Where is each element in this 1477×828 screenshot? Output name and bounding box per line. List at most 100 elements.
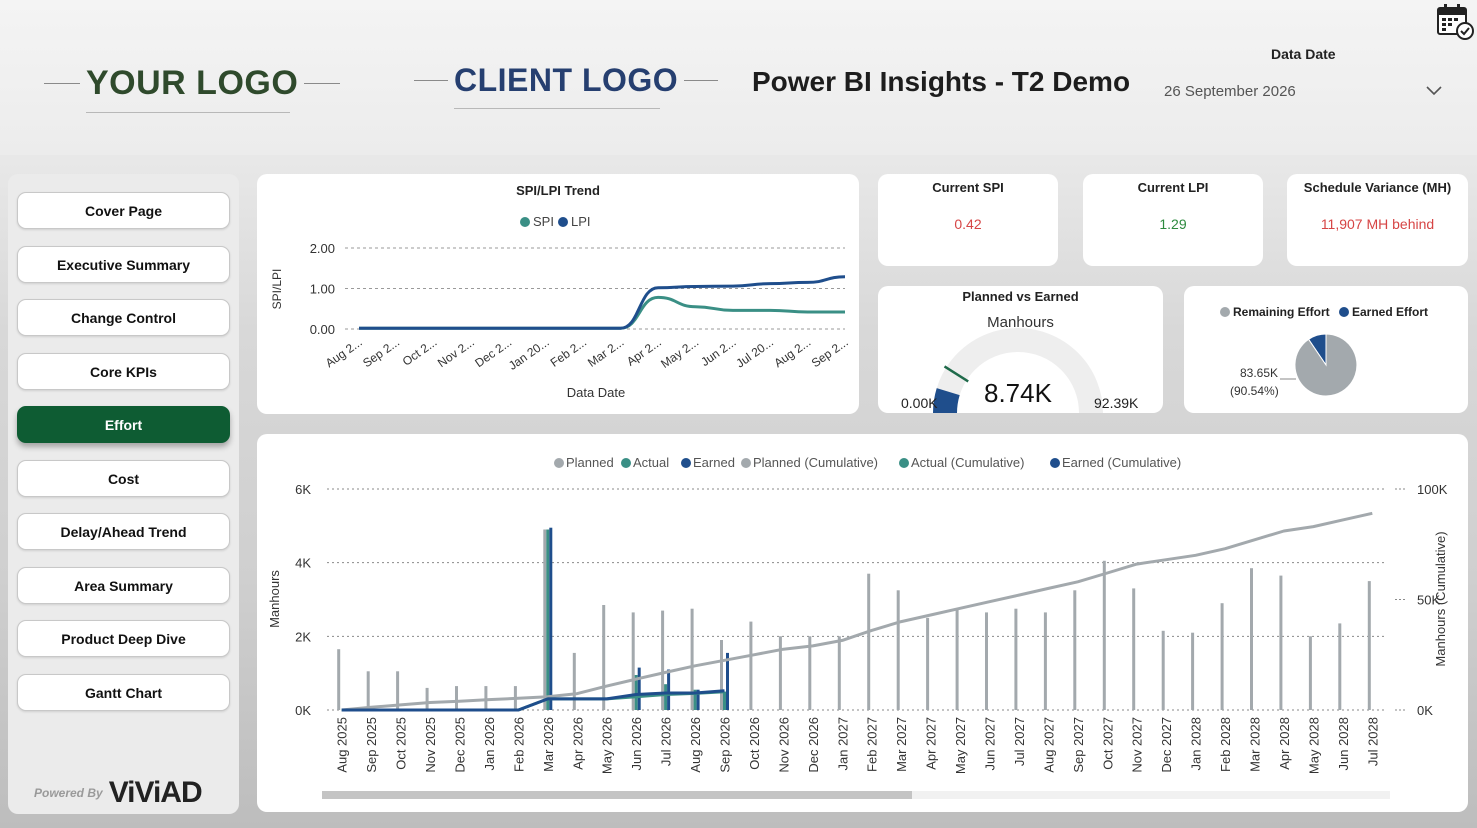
mh-x-tick: Sep 2027: [1071, 717, 1086, 773]
bar-earned-10: [637, 667, 641, 710]
bar-planned-3: [425, 687, 429, 710]
mh-x-tick: Dec 2026: [806, 717, 821, 773]
mh-x-tick: Jul 2027: [1012, 717, 1027, 766]
mh-y-axis-label: Manhours: [267, 570, 282, 628]
mh-y2-tick: 0K: [1417, 703, 1433, 718]
chevron-down-icon[interactable]: [1424, 80, 1444, 100]
bar-planned-20: [926, 617, 930, 710]
data-date-dropdown[interactable]: 26 September 2026: [1164, 83, 1296, 100]
mh-x-tick: Jan 2026: [482, 717, 497, 771]
bar-planned-23: [1014, 608, 1018, 710]
cumulative-line-planned-cumulative: [341, 511, 1373, 712]
mh-x-tick: Feb 2027: [865, 717, 880, 772]
scrollbar-thumb[interactable]: [322, 791, 912, 799]
mh-y-tick: 0K: [295, 703, 311, 718]
spi-lpi-trend-chart: SPI/LPI Trend SPI LPI 0.00 1.00 2.00 SPI/LPI Au…: [270, 183, 851, 400]
trend-x-tick: Jun 2...: [698, 335, 738, 369]
current-lpi-value: 1.29: [1159, 216, 1187, 232]
cumulative-line-earned-cumulative: [341, 689, 725, 712]
sidebar-item-delay-ahead-trend[interactable]: Delay/Ahead Trend: [17, 513, 230, 550]
bar-planned-7: [543, 529, 547, 710]
legend-dot-spi: [520, 217, 530, 227]
bar-actual-7: [546, 529, 550, 710]
mh-x-tick: May 2028: [1306, 717, 1321, 774]
bar-planned-26: [1102, 560, 1106, 710]
mh-y-tick: 6K: [295, 482, 311, 497]
trend-x-tick: May 2...: [658, 335, 701, 371]
sidebar-item-effort[interactable]: Effort: [17, 406, 230, 443]
mh-x-tick: Mar 2028: [1248, 717, 1263, 772]
legend-actual: Actual: [633, 455, 669, 470]
effort-pie-chart: Remaining Effort Earned Effort 83.65K (9…: [1220, 305, 1428, 398]
bar-planned-16: [808, 636, 812, 710]
bar-planned-9: [602, 605, 606, 710]
sidebar-item-cost[interactable]: Cost: [17, 460, 230, 497]
current-spi-card: Current SPI 0.42: [878, 174, 1058, 266]
sidebar-item-gantt-chart[interactable]: Gantt Chart: [17, 674, 230, 711]
bar-planned-2: [396, 671, 400, 710]
bar-actual-11: [664, 684, 668, 710]
sidebar-item-cover-page[interactable]: Cover Page: [17, 192, 230, 229]
sidebar-item-change-control[interactable]: Change Control: [17, 299, 230, 336]
pie-label-pct: (90.54%): [1230, 384, 1279, 398]
bar-planned-15: [778, 636, 782, 710]
bar-planned-13: [720, 640, 723, 710]
calendar-check-icon[interactable]: [1436, 2, 1476, 40]
bar-planned-8: [572, 652, 576, 710]
legend-dot-2: [681, 458, 691, 468]
bar-actual-12: [693, 689, 697, 710]
trend-x-tick: Oct 2...: [400, 335, 440, 369]
trend-x-tick: Jan 20...: [506, 335, 552, 373]
legend-dot-lpi: [558, 217, 568, 227]
mh-y2-tick: 100K: [1417, 482, 1448, 497]
mh-x-tick: May 2026: [600, 717, 615, 774]
trend-title: SPI/LPI Trend: [516, 183, 600, 198]
sidebar-item-product-deep-dive[interactable]: Product Deep Dive: [17, 620, 230, 657]
bar-planned-28: [1161, 630, 1165, 710]
mh-x-tick: Aug 2026: [688, 717, 703, 773]
bar-planned-21: [955, 608, 959, 710]
legend-lpi: LPI: [571, 214, 591, 229]
trend-y-tick: 0.00: [310, 322, 335, 337]
data-date-label: Data Date: [1271, 46, 1336, 62]
mh-y2-tick: 50K: [1417, 593, 1440, 608]
bar-planned-4: [455, 686, 458, 710]
schedule-variance-card: Schedule Variance (MH) 11,907 MH behind: [1287, 174, 1468, 266]
trend-x-tick: Mar 2...: [585, 335, 626, 370]
legend-planned: Planned: [566, 455, 614, 470]
sidebar-item-area-summary[interactable]: Area Summary: [17, 567, 230, 604]
legend-earned-effort: Earned Effort: [1352, 305, 1428, 319]
mh-y-tick: 2K: [295, 629, 311, 644]
schedule-variance-label: Schedule Variance (MH): [1303, 180, 1452, 195]
gauge-value: 8.74K: [984, 378, 1052, 408]
mh-x-tick: Mar 2027: [894, 717, 909, 772]
bar-planned-32: [1279, 575, 1283, 710]
mh-y-tick: 4K: [295, 556, 311, 571]
trend-x-tick: Jul 20...: [733, 335, 775, 371]
sidebar-item-executive-summary[interactable]: Executive Summary: [17, 246, 230, 283]
current-lpi-label: Current LPI: [1137, 180, 1209, 195]
bar-planned-18: [867, 573, 871, 710]
client-logo: CLIENT LOGO: [414, 62, 719, 99]
your-logo-underline: [86, 112, 290, 113]
mh-x-tick: Jul 2026: [659, 717, 674, 766]
trend-x-tick: Apr 2...: [624, 335, 664, 369]
pie-slice-remaining-effort: [1294, 333, 1358, 397]
current-spi-label: Current SPI: [932, 180, 1004, 195]
mh-x-tick: Jun 2027: [983, 717, 998, 771]
legend-actual-cumulative: Actual (Cumulative): [911, 455, 1024, 470]
bar-earned-11: [667, 669, 671, 710]
legend-remaining-effort: Remaining Effort: [1233, 305, 1330, 319]
series-line-spi: [359, 295, 845, 330]
gauge-title: Planned vs Earned: [962, 289, 1079, 304]
bar-planned-33: [1308, 636, 1312, 710]
current-lpi-card: Current LPI 1.29: [1083, 174, 1263, 266]
powered-by: Powered By ViViAD: [34, 776, 203, 810]
legend-dot-remaining: [1220, 307, 1230, 317]
mh-x-tick: Aug 2027: [1041, 717, 1056, 773]
mh-x-tick: Feb 2028: [1218, 717, 1233, 772]
trend-y-tick: 1.00: [310, 282, 335, 297]
legend-earned: Earned: [693, 455, 735, 470]
mh-x-tick: Sep 2025: [364, 717, 379, 773]
sidebar-item-core-kpis[interactable]: Core KPIs: [17, 353, 230, 390]
